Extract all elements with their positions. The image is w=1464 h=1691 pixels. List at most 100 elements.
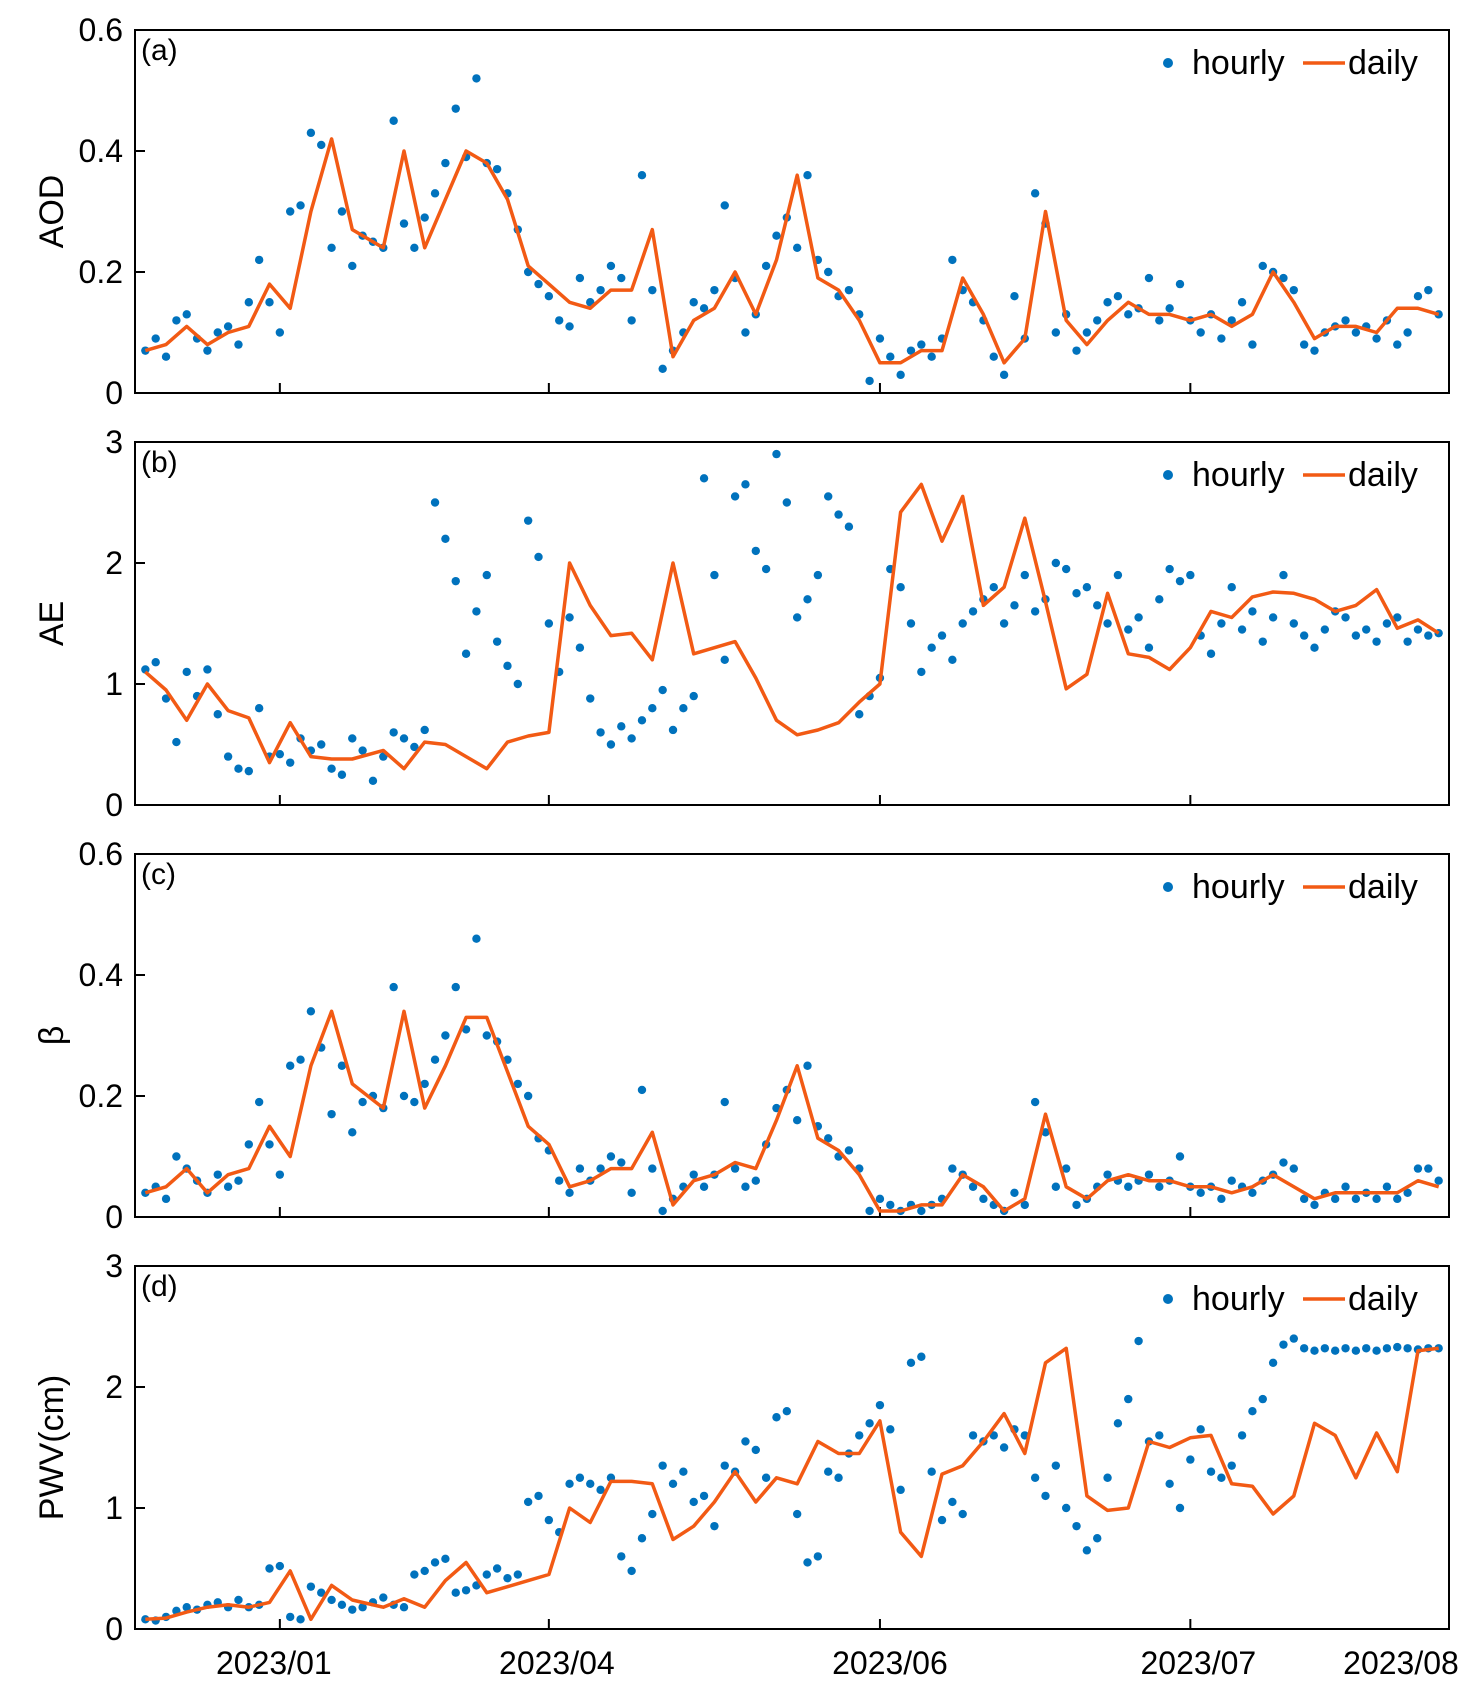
hourly-point — [741, 480, 750, 489]
hourly-point — [1165, 564, 1174, 574]
hourly-point — [886, 352, 895, 361]
hourly-point — [1010, 292, 1019, 301]
hourly-point — [410, 742, 419, 752]
hourly-point — [348, 1128, 357, 1137]
hourly-point — [358, 1097, 367, 1107]
hourly-point — [1175, 1503, 1185, 1513]
hourly-point — [668, 725, 678, 735]
hourly-point — [358, 746, 367, 755]
hourly-point — [1010, 1188, 1019, 1198]
hourly-point — [1061, 564, 1071, 574]
hourly-point — [161, 1194, 171, 1204]
hourly-point — [968, 607, 978, 616]
y-tick-label: 0 — [105, 1199, 123, 1235]
hourly-point — [927, 352, 936, 361]
hourly-point — [1310, 1346, 1319, 1355]
hourly-point — [1113, 570, 1123, 580]
hourly-point — [989, 352, 998, 361]
hourly-point — [855, 1431, 864, 1440]
hourly-point — [203, 665, 212, 674]
hourly-point — [337, 207, 347, 216]
hourly-point — [927, 1467, 936, 1476]
hourly-point — [1155, 1431, 1164, 1440]
hourly-point — [1227, 1176, 1236, 1185]
hourly-point — [1217, 619, 1226, 628]
hourly-point — [1289, 1334, 1299, 1343]
hourly-point — [399, 1603, 409, 1612]
hourly-point — [1227, 1461, 1236, 1470]
legend-daily-label: daily — [1348, 44, 1418, 82]
hourly-point — [1103, 1473, 1112, 1482]
hourly-point — [430, 498, 440, 507]
hourly-point — [244, 766, 254, 776]
hourly-point — [544, 1515, 554, 1525]
hourly-point — [1279, 273, 1288, 283]
hourly-point — [1217, 1194, 1226, 1204]
hourly-point — [1393, 340, 1402, 349]
hourly-point — [1289, 285, 1299, 295]
hourly-point — [337, 1061, 347, 1070]
hourly-point — [1248, 607, 1257, 616]
hourly-point — [244, 1140, 254, 1149]
y-tick-label: 1 — [105, 1490, 123, 1526]
hourly-point — [368, 776, 378, 785]
hourly-point — [441, 1031, 450, 1040]
hourly-point — [668, 1479, 678, 1489]
hourly-point — [1258, 637, 1267, 646]
hourly-point — [1082, 1546, 1092, 1555]
hourly-point — [824, 492, 833, 501]
hourly-point — [886, 1425, 895, 1434]
hourly-point — [658, 364, 667, 373]
hourly-point — [234, 1176, 243, 1185]
hourly-point — [1237, 298, 1247, 307]
hourly-point — [741, 328, 750, 337]
hourly-point — [803, 1558, 812, 1567]
hourly-point — [1093, 316, 1102, 325]
hourly-point — [875, 1400, 885, 1410]
y-tick-label: 2 — [105, 1369, 123, 1405]
hourly-point — [472, 74, 481, 83]
hourly-point — [223, 322, 233, 331]
hourly-point — [1362, 625, 1371, 634]
hourly-point — [254, 704, 264, 713]
hourly-point — [317, 140, 326, 150]
hourly-point — [865, 376, 874, 386]
hourly-point — [699, 474, 709, 483]
hourly-point — [472, 934, 481, 943]
hourly-point — [213, 328, 222, 337]
hourly-point — [937, 1515, 947, 1525]
hourly-point — [1403, 1188, 1412, 1198]
hourly-point — [855, 710, 864, 719]
y-tick-label: 3 — [105, 1248, 123, 1284]
hourly-point — [1206, 649, 1216, 658]
legend-hourly-marker — [1163, 58, 1173, 68]
hourly-point — [1134, 613, 1143, 622]
plot-frame — [134, 29, 1450, 394]
hourly-point — [1320, 625, 1330, 634]
hourly-point — [782, 498, 792, 507]
hourly-point — [1217, 334, 1226, 343]
panel-1: 0 0.2 0.4 0.6 AOD (a) hourly daily — [33, 12, 1450, 411]
hourly-point — [254, 255, 264, 265]
hourly-point — [803, 595, 812, 604]
hourly-point — [606, 740, 616, 749]
hourly-point — [689, 1497, 698, 1507]
hourly-point — [627, 1188, 636, 1198]
hourly-point — [720, 201, 729, 210]
legend-daily-label: daily — [1348, 456, 1418, 494]
hourly-point — [1030, 189, 1040, 198]
hourly-point — [844, 1146, 854, 1155]
hourly-point — [689, 1170, 698, 1179]
hourly-point — [317, 740, 326, 749]
hourly-point — [1299, 1194, 1309, 1204]
hourly-point — [648, 704, 657, 713]
hourly-point — [1103, 298, 1112, 307]
hourly-point — [948, 1497, 957, 1507]
hourly-point — [772, 1413, 781, 1422]
hourly-point — [999, 1443, 1009, 1452]
hourly-point — [1165, 1479, 1174, 1489]
hourly-point — [824, 1467, 833, 1476]
y-axis-label: AOD — [33, 175, 71, 249]
hourly-point — [720, 1097, 729, 1107]
y-axis-label: β — [33, 1026, 71, 1046]
